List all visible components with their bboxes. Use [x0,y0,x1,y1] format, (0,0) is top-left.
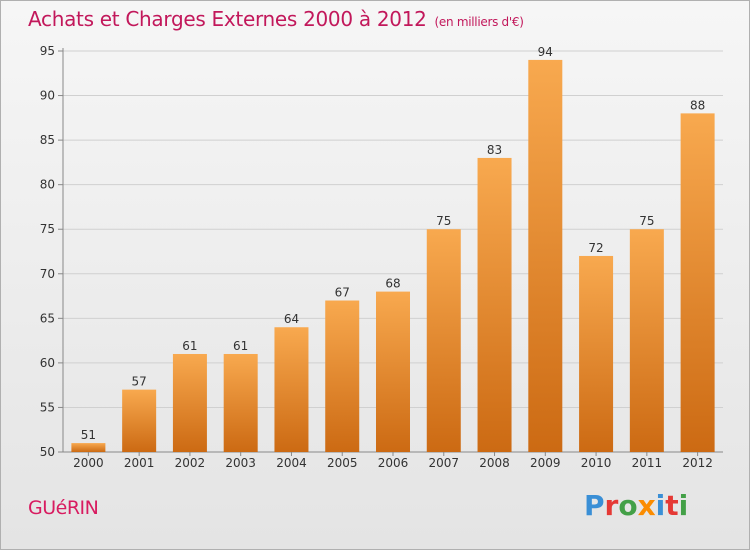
x-tick-label-2009: 2009 [530,456,561,470]
bar-2009 [528,59,563,453]
x-tick-label-2007: 2007 [428,456,459,470]
value-label-2011: 75 [639,214,654,228]
y-tick-label: 90 [40,89,55,103]
y-tick-label: 50 [40,445,55,459]
x-tick-label-2002: 2002 [175,456,206,470]
bar-2006 [376,291,410,452]
value-label-2009: 94 [538,45,553,59]
value-label-2003: 61 [233,339,248,353]
value-label-2004: 64 [284,312,299,326]
value-label-2001: 57 [132,375,147,389]
x-tick-label-2004: 2004 [276,456,307,470]
commune-name: GUéRIN [28,497,99,519]
value-label-2007: 75 [436,214,451,228]
bar-2003 [223,353,258,452]
y-tick-label: 55 [40,400,55,414]
bar-2011 [629,229,664,452]
value-label-2008: 83 [487,143,502,157]
bar-2004 [274,327,309,452]
x-tick-label-2010: 2010 [581,456,612,470]
logo-letter: i [655,489,666,522]
bar-2010 [579,255,614,452]
bar-2002 [172,353,207,452]
x-tick-label-2006: 2006 [378,456,409,470]
chart-subtitle: (en milliers d'€) [434,15,524,29]
value-label-2010: 72 [588,241,603,255]
y-tick-label: 95 [40,44,55,58]
bar-2000 [71,443,106,452]
chart-title: Achats et Charges Externes 2000 à 2012 (e… [28,7,524,31]
bar-2001 [122,389,157,452]
x-tick-label-2011: 2011 [632,456,663,470]
logo-letter: P [584,489,605,522]
proxiti-logo: Proxiti [584,489,688,522]
y-tick-label: 75 [40,222,55,236]
y-tick-label: 65 [40,311,55,325]
bar-2005 [325,300,360,452]
x-tick-label-2000: 2000 [73,456,104,470]
x-tick-label-2012: 2012 [682,456,713,470]
value-label-2006: 68 [385,277,400,291]
y-tick-label: 85 [40,133,55,147]
logo-letter: i [678,489,689,522]
value-label-2012: 88 [690,98,705,112]
y-tick-label: 60 [40,356,55,370]
value-label-2005: 67 [335,286,350,300]
logo-letter: o [618,489,638,522]
logo-letter: t [665,489,679,522]
x-tick-label-2003: 2003 [225,456,256,470]
value-label-2002: 61 [182,339,197,353]
x-tick-label-2005: 2005 [327,456,358,470]
x-tick-label-2001: 2001 [124,456,155,470]
y-tick-label: 70 [40,267,55,281]
y-tick-label: 80 [40,178,55,192]
logo-letter: x [637,489,656,522]
logo-letter: r [604,489,619,522]
bar-2007 [426,229,461,452]
x-tick-label-2008: 2008 [479,456,510,470]
value-label-2000: 51 [81,428,96,442]
bar-2008 [477,157,512,452]
bar-2012 [680,113,715,452]
